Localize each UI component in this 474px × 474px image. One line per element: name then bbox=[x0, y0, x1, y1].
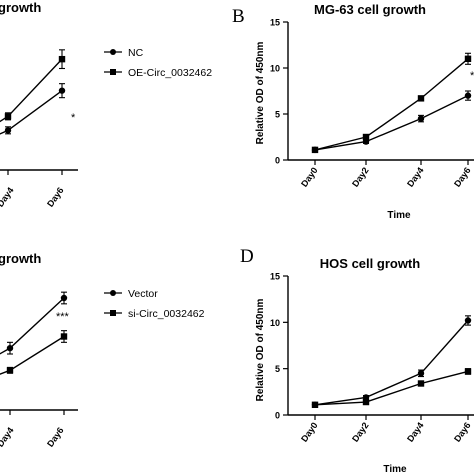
panel-b-ytick-label: 0 bbox=[275, 156, 280, 166]
panel-b-xtick-label: Day6 bbox=[452, 165, 473, 188]
panel-c-legend: Vector si-Circ_0032462 bbox=[104, 288, 205, 320]
panel-b-xtick-label: Day2 bbox=[350, 165, 371, 188]
panel-c: growth Day4 Day6 Vector si-Circ_0032462 … bbox=[0, 251, 205, 449]
panel-a-plot bbox=[0, 49, 78, 175]
legend-label-oe: OE-Circ_0032462 bbox=[128, 67, 212, 79]
panel-b-xtick-label: Day4 bbox=[405, 165, 426, 188]
panel-d-xlabel: Time bbox=[383, 464, 407, 474]
panel-d-ytick-label: 5 bbox=[275, 364, 280, 374]
panel-d-series-2-point bbox=[362, 398, 370, 406]
panel-d-letter: D bbox=[240, 246, 254, 267]
panel-a-series-2-point bbox=[4, 113, 12, 120]
panel-b-title: MG-63 cell growth bbox=[314, 2, 426, 17]
panel-b-series-1-point bbox=[417, 95, 425, 102]
panel-b-series-2-point bbox=[464, 92, 472, 99]
legend-marker-oe bbox=[110, 69, 116, 75]
panel-d-series-2-point bbox=[417, 380, 425, 387]
panel-b-xlabel: Time bbox=[387, 210, 411, 221]
panel-b-significance-mark: * bbox=[470, 70, 474, 82]
panel-d-xtick-label: Day6 bbox=[452, 420, 473, 443]
legend-label-nc: NC bbox=[128, 47, 144, 59]
panel-a-series-1-point bbox=[58, 87, 66, 94]
panel-c-plot bbox=[0, 291, 78, 415]
panel-d-series-2-point bbox=[311, 401, 319, 409]
panel-b-ytick-label: 10 bbox=[270, 64, 280, 74]
panel-d-xtick-label: Day2 bbox=[350, 420, 371, 443]
panel-c-series-2-point bbox=[6, 367, 14, 374]
panel-b-ytick-label: 15 bbox=[270, 18, 280, 28]
panel-b-ylabel: Relative OD of 450nm bbox=[255, 41, 266, 144]
panel-d-series-1-point bbox=[417, 370, 425, 377]
panel-a-significance: * bbox=[71, 112, 76, 124]
panel-d-ylabel: Relative OD of 450nm bbox=[255, 298, 266, 401]
panel-d-series-1-point bbox=[464, 317, 472, 324]
panel-b-xtick-label: Day0 bbox=[299, 165, 320, 188]
legend-marker-nc bbox=[110, 49, 116, 55]
legend-marker-vector bbox=[110, 290, 116, 296]
panel-d-series-2-line bbox=[314, 370, 469, 406]
panel-d-series-1-line bbox=[314, 320, 469, 406]
legend-label-vector: Vector bbox=[128, 288, 158, 300]
panel-d-xtick-label: Day0 bbox=[299, 420, 320, 443]
panel-b-series-2-line bbox=[314, 94, 469, 151]
panel-d-ytick-label: 0 bbox=[275, 411, 280, 421]
panel-a-title: growth bbox=[0, 0, 41, 15]
panel-d-plot: 0 5 10 15 Day0 Day2 Day4 Day6 bbox=[270, 272, 474, 444]
panel-b-ytick-label: 5 bbox=[275, 110, 280, 120]
panel-d-ytick-label: 15 bbox=[270, 272, 280, 282]
panel-c-series-1-line bbox=[0, 297, 65, 355]
panel-d-ytick-label: 10 bbox=[270, 318, 280, 328]
legend-marker-si bbox=[110, 310, 116, 316]
panel-b-series-1-point bbox=[464, 55, 472, 62]
panel-c-xtick-day6: Day6 bbox=[45, 425, 66, 448]
panel-d-title: HOS cell growth bbox=[320, 256, 420, 271]
panel-c-title: growth bbox=[0, 251, 41, 266]
panel-b-series-1-line bbox=[314, 58, 469, 151]
panel-a-legend: NC OE-Circ_0032462 bbox=[104, 47, 212, 79]
panel-d: D HOS cell growth Relative OD of 450nm T… bbox=[240, 246, 420, 474]
panel-c-series-2-point bbox=[60, 333, 68, 340]
panel-b-series-2-point bbox=[362, 138, 370, 145]
panel-a-series-2-point bbox=[58, 55, 66, 63]
panel-c-series-1-point bbox=[6, 344, 14, 352]
panel-a-xtick-day6: Day6 bbox=[45, 185, 66, 208]
panel-a-series-1-point bbox=[4, 127, 12, 134]
panel-b: B MG-63 cell growth Relative OD of 450nm… bbox=[232, 2, 426, 221]
panel-b-series-2-point bbox=[417, 115, 425, 122]
panel-b-series-2-point bbox=[311, 146, 319, 154]
panel-b-letter: B bbox=[232, 6, 245, 27]
panel-d-xtick-label: Day4 bbox=[405, 420, 426, 443]
panel-a-xtick-day4: Day4 bbox=[0, 185, 16, 208]
panel-c-xtick-day4: Day4 bbox=[0, 425, 16, 448]
panel-d-series-2-point bbox=[464, 368, 472, 375]
panel-b-plot: 0 5 10 15 Day0 Day2 Day4 Day6 * bbox=[270, 18, 474, 189]
panel-a: growth Day4 Day6 NC OE-Circ_0032462 * bbox=[0, 0, 212, 209]
panel-c-significance: *** bbox=[56, 311, 70, 323]
panel-c-series-1-point bbox=[60, 294, 68, 302]
panel-b-series-1-point bbox=[362, 133, 370, 141]
legend-label-si: si-Circ_0032462 bbox=[128, 308, 205, 320]
